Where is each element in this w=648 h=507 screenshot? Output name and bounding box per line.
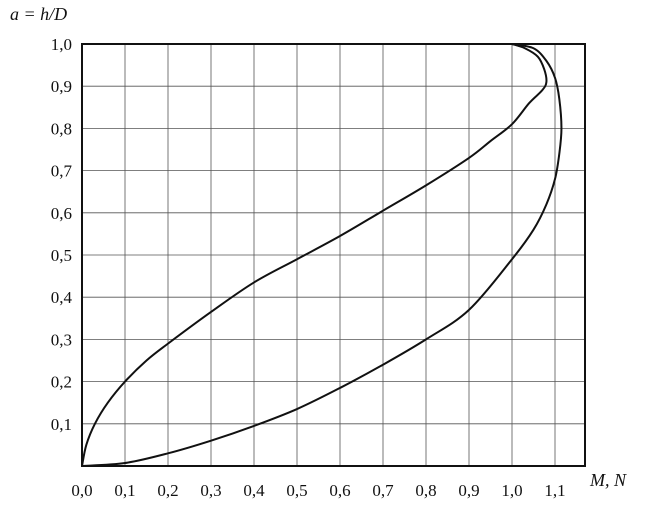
- series-line-1: [81, 43, 548, 467]
- x-tick-label: 0,0: [71, 481, 92, 500]
- x-tick-label: 0,7: [372, 481, 394, 500]
- x-tick-labels: 0,0 0,1 0,2 0,3 0,4 0,5 0,6 0,7 0,8 0,9 1,0 1,1: [71, 481, 565, 500]
- y-tick-label: 0,3: [51, 330, 72, 349]
- y-tick-label: 0,4: [51, 288, 73, 307]
- y-tick-label: 0,2: [51, 373, 72, 392]
- x-tick-label: 1,1: [544, 481, 565, 500]
- y-tick-label: 0,7: [51, 162, 73, 181]
- x-tick-label: 0,3: [200, 481, 221, 500]
- curves: [81, 43, 563, 467]
- x-tick-label: 0,5: [286, 481, 307, 500]
- plot-frame: [81, 43, 586, 467]
- y-tick-label: 0,8: [51, 119, 72, 138]
- series-line-2: [81, 43, 563, 467]
- x-tick-label: 1,0: [501, 481, 522, 500]
- x-tick-label: 0,6: [329, 481, 350, 500]
- y-tick-label: 1,0: [51, 35, 72, 54]
- x-tick-label: 0,9: [458, 481, 479, 500]
- x-tick-label: 0,8: [415, 481, 436, 500]
- y-tick-label: 0,1: [51, 415, 72, 434]
- y-tick-labels: 0,1 0,2 0,3 0,4 0,5 0,6 0,7 0,8 0,9 1,0: [51, 35, 73, 434]
- y-axis-label: a = h/D: [10, 4, 67, 24]
- x-tick-label: 0,1: [114, 481, 135, 500]
- grid: [82, 44, 585, 466]
- x-tick-label: 0,2: [157, 481, 178, 500]
- x-tick-label: 0,4: [243, 481, 265, 500]
- x-axis-label: M, N: [589, 470, 627, 490]
- y-tick-label: 0,5: [51, 246, 72, 265]
- y-tick-label: 0,6: [51, 204, 72, 223]
- y-tick-label: 0,9: [51, 77, 72, 96]
